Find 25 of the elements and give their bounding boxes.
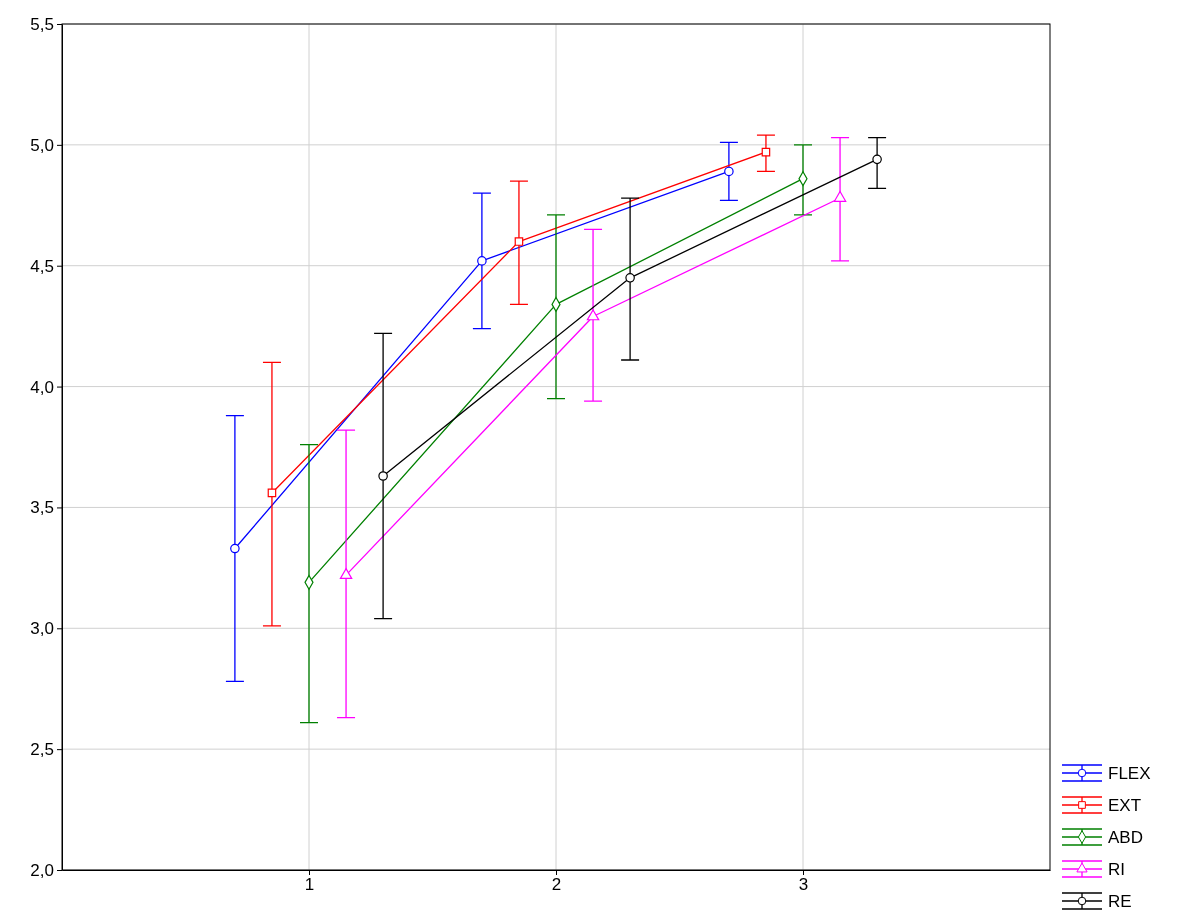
y-tick-label: 2,5 (30, 740, 54, 760)
point (477, 256, 487, 266)
legend-label: FLEX (1108, 764, 1151, 783)
point (339, 568, 353, 579)
point (230, 543, 240, 554)
legend-label: ABD (1108, 828, 1143, 847)
y-tick-label: 4,5 (30, 256, 54, 276)
x-tick-label: 1 (304, 875, 315, 895)
legend-label: RE (1108, 892, 1132, 911)
point (872, 154, 882, 165)
x-tick-label: 3 (798, 875, 809, 895)
y-tick-label: 3,5 (30, 498, 54, 518)
y-tick-label: 5,0 (30, 135, 54, 155)
point (514, 237, 524, 246)
point (586, 309, 600, 321)
y-tick-label: 3,0 (30, 619, 54, 639)
legend-label: RI (1108, 860, 1125, 879)
x-tick-label: 2 (551, 875, 562, 895)
point (724, 166, 734, 177)
point (625, 273, 635, 283)
y-tick-label: 4,0 (30, 377, 54, 397)
legend-label: EXT (1108, 796, 1142, 815)
y-tick-label: 5,5 (30, 14, 54, 34)
y-tick-label: 2,0 (30, 860, 54, 880)
point (378, 471, 388, 481)
